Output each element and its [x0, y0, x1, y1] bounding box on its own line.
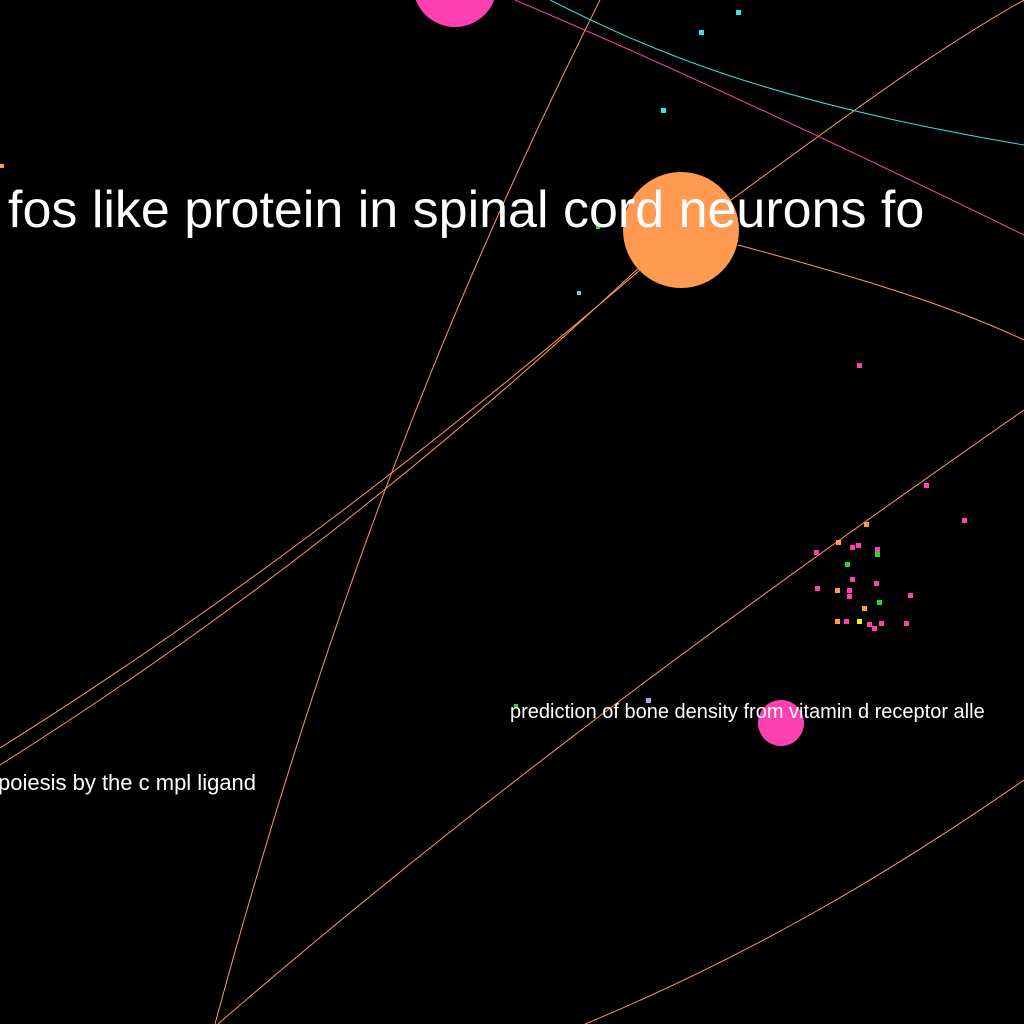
node-small[interactable] [847, 594, 852, 599]
node-small[interactable] [514, 704, 518, 708]
edge [737, 244, 1024, 341]
edge [217, 409, 1024, 1024]
node-label-bone-density: prediction of bone density from vitamin … [510, 701, 985, 723]
node-small[interactable] [845, 562, 850, 567]
node-small[interactable] [835, 588, 840, 593]
edge [584, 779, 1024, 1024]
node-small[interactable] [850, 545, 855, 550]
node-small[interactable] [847, 588, 852, 593]
node-small[interactable] [862, 606, 867, 611]
node-small[interactable] [815, 586, 820, 591]
edge [514, 0, 1024, 236]
node-small[interactable] [661, 108, 666, 113]
edge [0, 269, 641, 749]
node-small[interactable] [577, 291, 581, 295]
node-small[interactable] [844, 619, 849, 624]
node-label-large: fos like protein in spinal cord neurons … [8, 181, 924, 239]
node-small[interactable] [596, 225, 600, 229]
node-small[interactable] [874, 581, 879, 586]
node-small[interactable] [0, 164, 4, 168]
edge [214, 0, 601, 1024]
node-small[interactable] [875, 552, 880, 557]
node-small[interactable] [646, 698, 651, 703]
small-nodes [0, 10, 967, 708]
node-small[interactable] [877, 600, 882, 605]
node-label-mpl-ligand: poiesis by the c mpl ligand [0, 770, 256, 795]
node-small[interactable] [736, 10, 741, 15]
node-small[interactable] [857, 363, 862, 368]
node-small[interactable] [904, 621, 909, 626]
edge [549, 0, 1024, 146]
node-small[interactable] [875, 547, 880, 552]
node-small[interactable] [856, 543, 861, 548]
node-small[interactable] [867, 622, 872, 627]
edge [0, 261, 646, 766]
node-small[interactable] [814, 550, 819, 555]
node-large[interactable] [413, 0, 497, 27]
node-large[interactable] [623, 172, 739, 288]
node-small[interactable] [850, 577, 855, 582]
node-small[interactable] [962, 518, 967, 523]
node-small[interactable] [857, 619, 862, 624]
node-small[interactable] [835, 619, 840, 624]
node-small[interactable] [908, 593, 913, 598]
node-small[interactable] [924, 483, 929, 488]
node-small[interactable] [836, 540, 841, 545]
node-small[interactable] [879, 621, 884, 626]
node-small[interactable] [699, 30, 704, 35]
node-small[interactable] [864, 522, 869, 527]
node-small[interactable] [872, 626, 877, 631]
node-medium[interactable] [758, 700, 804, 746]
